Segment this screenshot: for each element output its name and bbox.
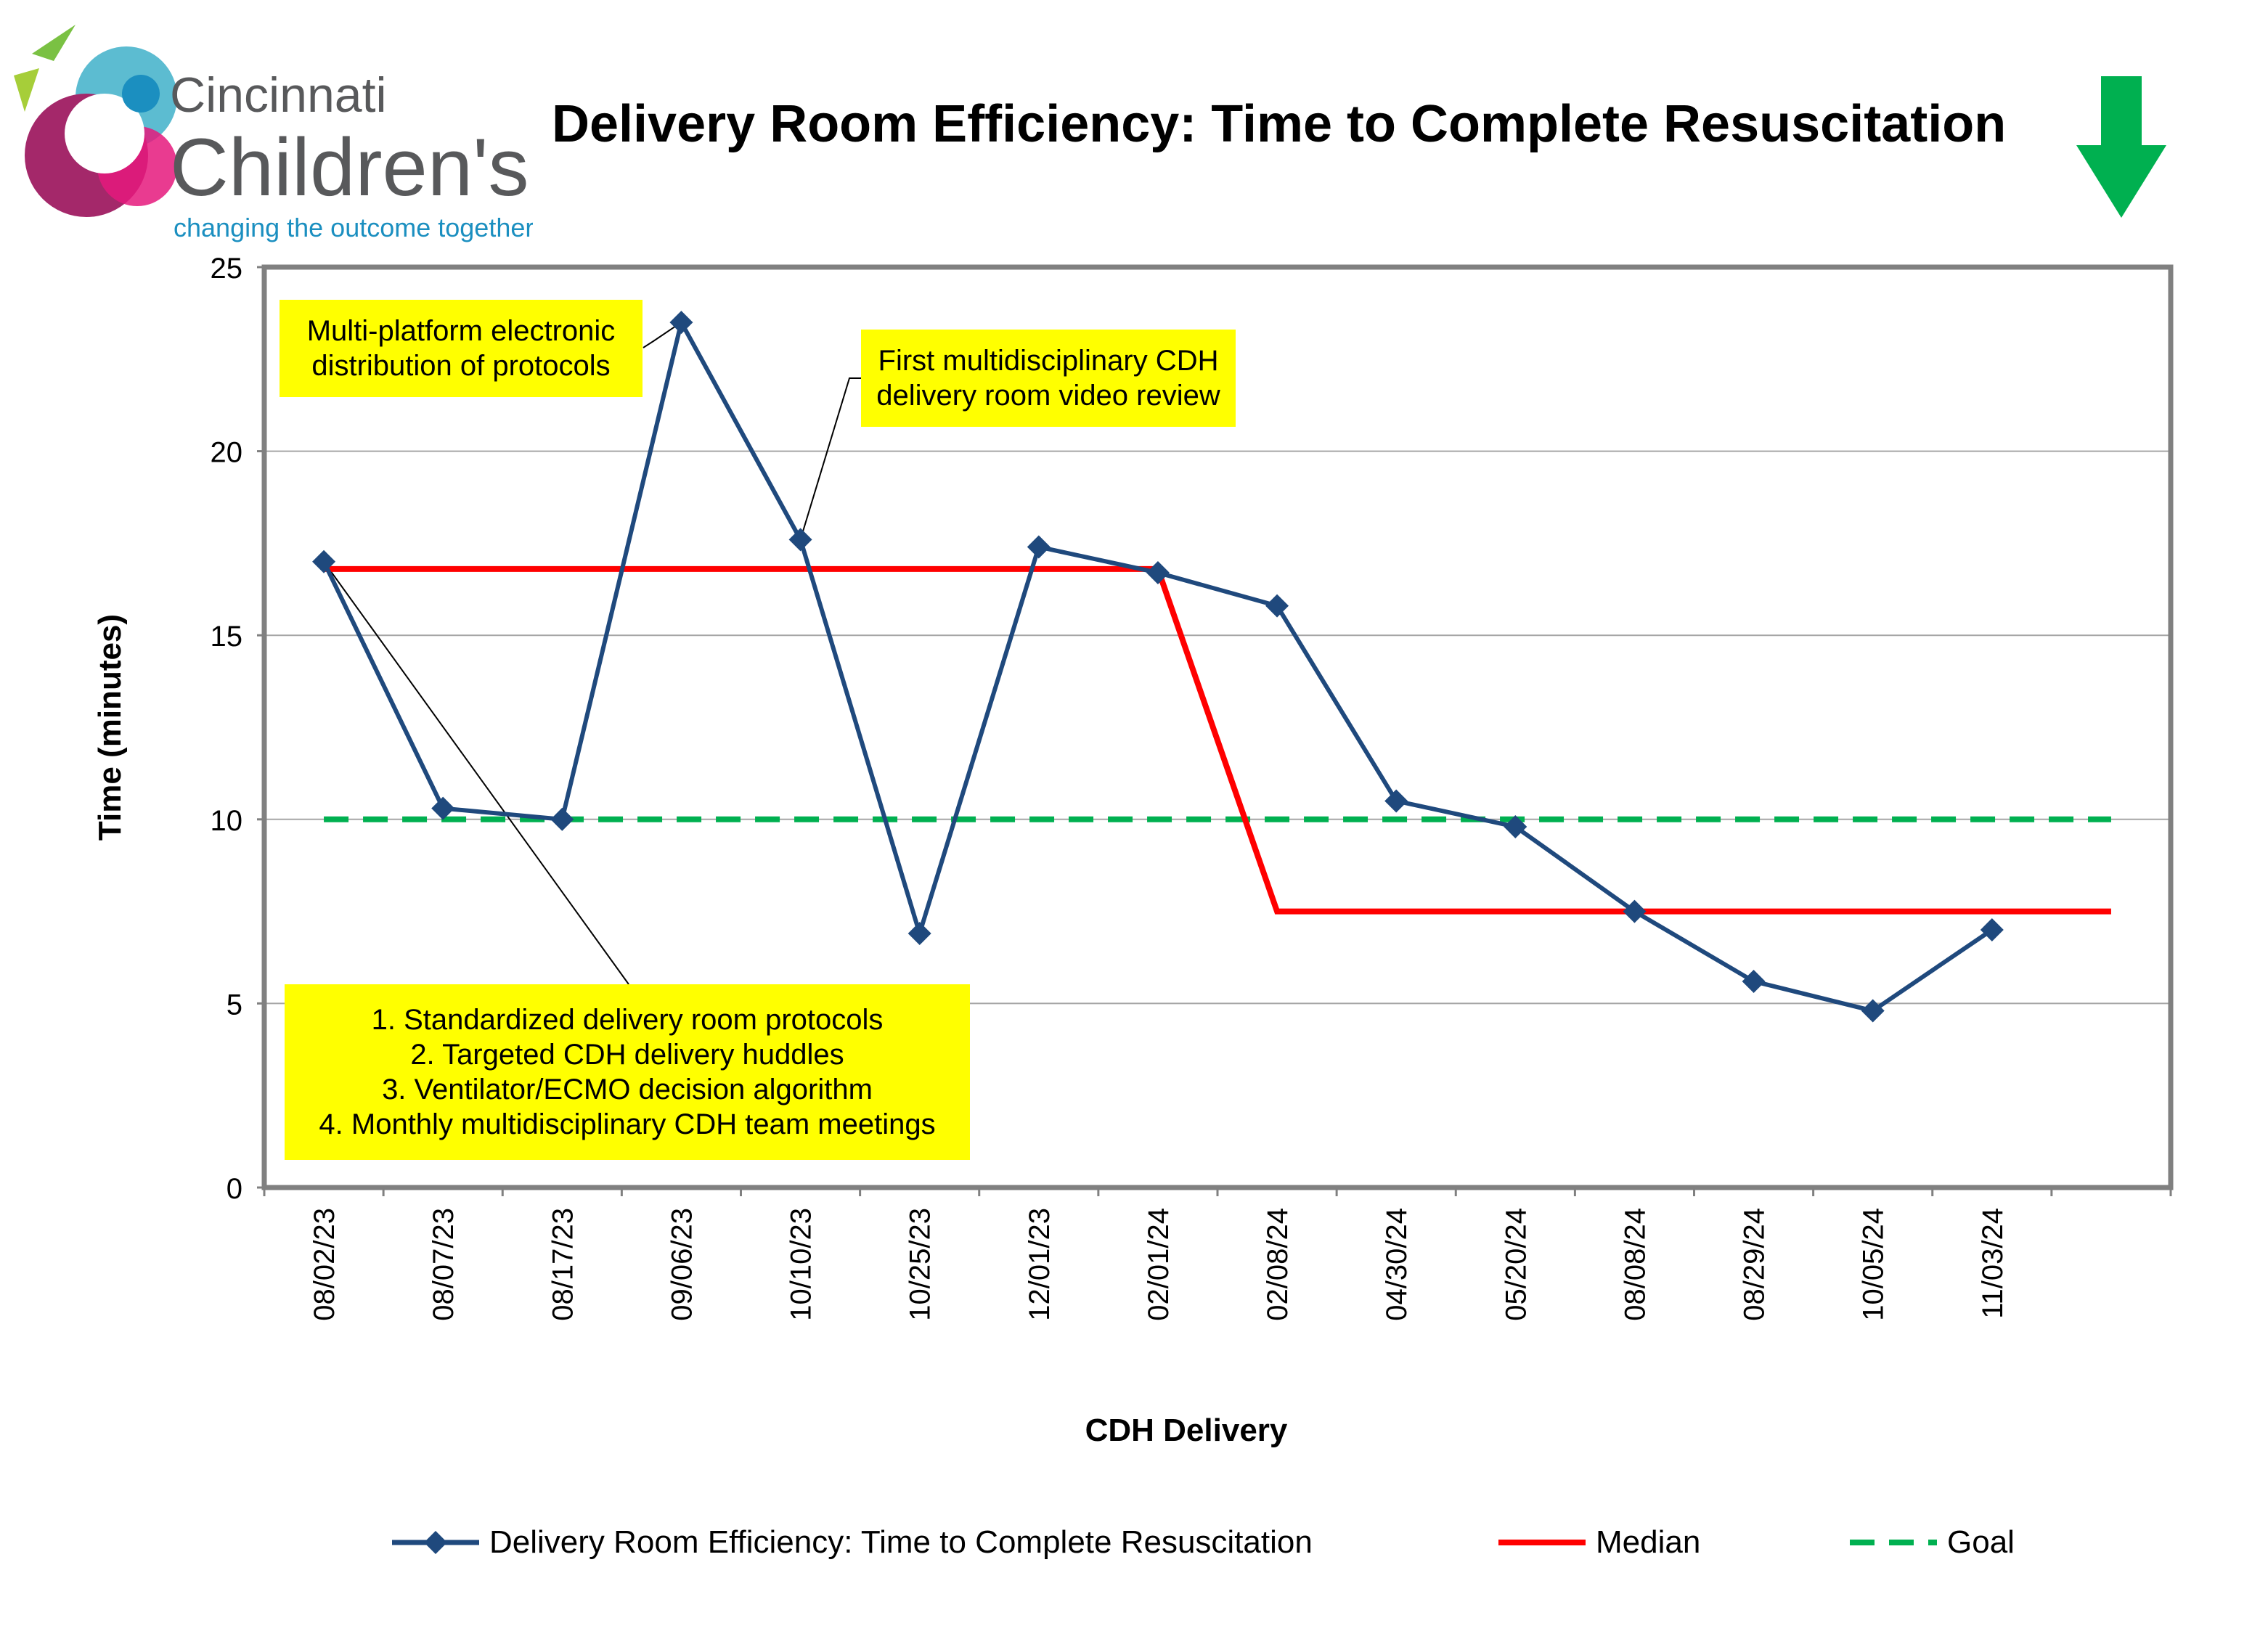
x-tick-label: 10/05/24 xyxy=(1858,1208,1890,1321)
legend-item-time: Delivery Room Efficiency: Time to Comple… xyxy=(392,1510,1313,1575)
data-point-marker xyxy=(1980,918,2004,941)
legend-swatch-median xyxy=(1498,1540,1586,1545)
y-tick-label: 20 xyxy=(211,437,243,469)
annotation-line: 3. Ventilator/ECMO decision algorithm xyxy=(382,1074,873,1106)
logo-tagline: changing the outcome together xyxy=(174,213,533,242)
x-tick-label: 10/25/23 xyxy=(905,1208,937,1321)
leader-line xyxy=(643,322,682,348)
legend-label-median: Median xyxy=(1596,1524,1701,1560)
annotation-line: 4. Monthly multidisciplinary CDH team me… xyxy=(319,1108,936,1140)
x-tick-label: 08/29/24 xyxy=(1739,1208,1771,1321)
data-point-marker xyxy=(1384,789,1408,813)
leader-line xyxy=(323,561,629,985)
y-axis-ticks: 0 5 10 15 20 25 xyxy=(211,253,264,1205)
y-tick-label: 10 xyxy=(211,805,243,837)
page-title: Delivery Room Efficiency: Time to Comple… xyxy=(552,95,2007,153)
gridlines xyxy=(264,450,2171,1005)
series-markers xyxy=(312,311,2004,1023)
annotation-line: delivery room video review xyxy=(876,380,1220,412)
annotation-line: Multi-platform electronic xyxy=(306,315,616,347)
leader-line xyxy=(799,377,861,540)
legend-swatch-time xyxy=(392,1531,479,1554)
legend-label-goal: Goal xyxy=(1947,1524,2015,1560)
data-point-marker xyxy=(1504,814,1527,838)
annotation-protocol-distribution: Multi-platform electronic distribution of… xyxy=(280,300,643,397)
legend: Delivery Room Efficiency: Time to Comple… xyxy=(0,1510,2268,1575)
annotation-interventions-list: 1. Standardized delivery room protocols 2… xyxy=(285,984,970,1160)
x-tick-label: 02/01/24 xyxy=(1143,1208,1175,1321)
x-axis-label: CDH Delivery xyxy=(1085,1413,1288,1448)
annotation-line: 2. Targeted CDH delivery huddles xyxy=(410,1039,844,1071)
y-tick-label: 0 xyxy=(227,1173,242,1205)
data-point-marker xyxy=(1146,560,1170,584)
annotation-leaders xyxy=(323,322,861,985)
x-tick-label: 11/03/24 xyxy=(1977,1208,2009,1319)
x-tick-label: 08/08/24 xyxy=(1619,1208,1651,1321)
data-point-marker xyxy=(1742,969,1766,993)
annotation-line: 1. Standardized delivery room protocols xyxy=(371,1004,884,1036)
data-point-marker xyxy=(1265,594,1289,618)
data-point-marker xyxy=(1861,999,1885,1023)
x-tick-label: 08/17/23 xyxy=(547,1208,579,1321)
x-tick-label: 08/07/23 xyxy=(428,1208,460,1321)
data-point-marker xyxy=(1623,899,1647,923)
y-tick-label: 15 xyxy=(211,621,243,653)
y-axis-label: Time (minutes) xyxy=(92,614,128,841)
logo-text-main: Children's xyxy=(170,122,529,213)
median-line-group xyxy=(324,565,2111,915)
x-tick-label: 12/01/23 xyxy=(1024,1208,1056,1321)
annotation-video-review: First multidisciplinary CDH delivery room… xyxy=(861,330,1236,427)
data-point-marker xyxy=(788,528,812,552)
logo-text-top: Cincinnati xyxy=(170,68,387,123)
legend-item-goal: Goal xyxy=(1850,1510,2015,1575)
x-tick-label: 05/20/24 xyxy=(1500,1208,1532,1321)
x-tick-label: 04/30/24 xyxy=(1381,1208,1413,1321)
legend-label-time: Delivery Room Efficiency: Time to Comple… xyxy=(489,1524,1313,1560)
cincinnati-childrens-logo: Cincinnati Children's changing the outco… xyxy=(14,25,533,242)
x-axis-ticks: 08/02/23 08/07/23 08/17/23 09/06/23 10/10/23… xyxy=(263,1186,2172,1321)
down-arrow-icon xyxy=(2076,76,2166,218)
x-tick-label: 08/02/23 xyxy=(309,1208,340,1321)
data-point-marker xyxy=(907,922,931,946)
annotation-line: distribution of protocols xyxy=(311,350,611,382)
data-point-marker xyxy=(550,807,574,831)
y-tick-label: 5 xyxy=(227,989,242,1021)
data-point-marker xyxy=(1027,535,1051,559)
x-tick-label: 09/06/23 xyxy=(666,1208,698,1321)
legend-swatch-goal xyxy=(1850,1540,1937,1545)
data-point-marker xyxy=(431,796,455,820)
data-point-marker xyxy=(669,311,693,335)
x-tick-label: 10/10/23 xyxy=(786,1208,817,1321)
legend-item-median: Median xyxy=(1498,1510,1700,1575)
annotation-line: First multidisciplinary CDH xyxy=(878,345,1219,377)
median-line xyxy=(324,565,2111,915)
x-tick-label: 02/08/24 xyxy=(1262,1208,1294,1321)
data-point-marker xyxy=(312,549,336,573)
y-tick-label: 25 xyxy=(211,253,243,285)
